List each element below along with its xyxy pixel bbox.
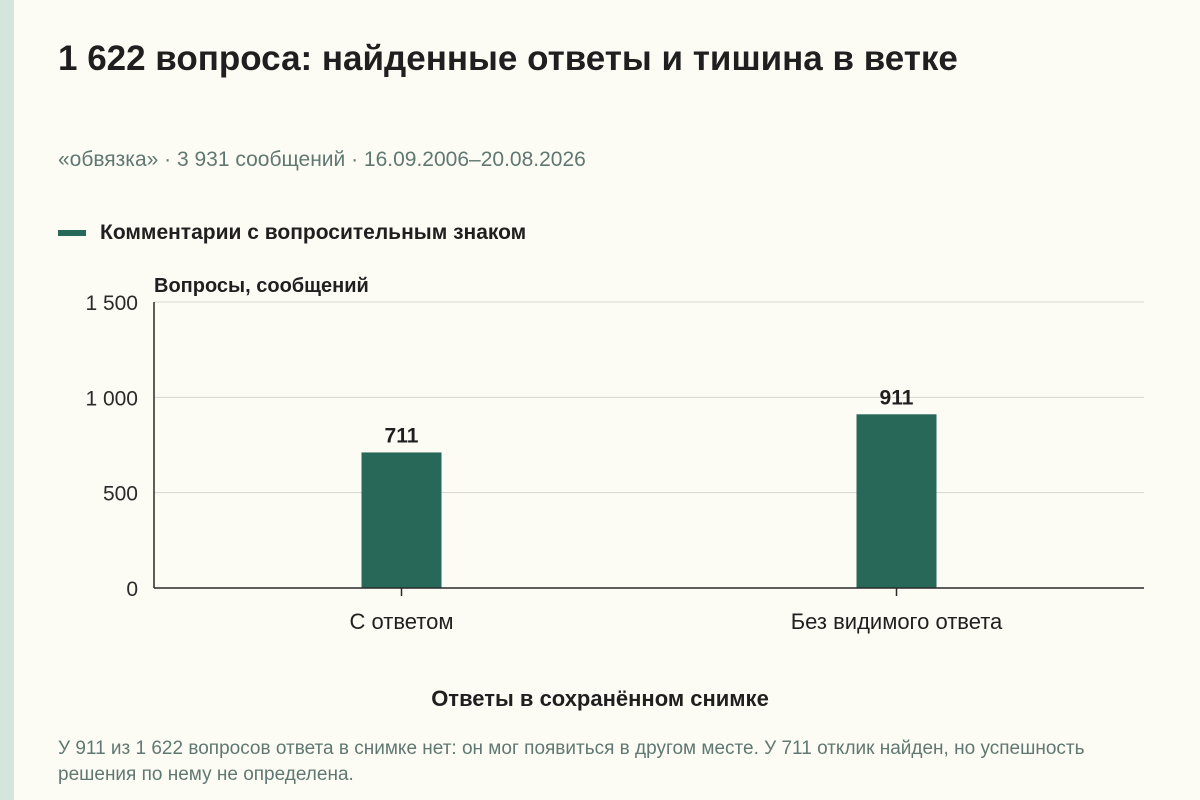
legend: Комментарии с вопросительным знаком (58, 219, 526, 247)
accent-strip (0, 0, 14, 800)
gridlines (154, 301, 1144, 494)
x-tick-label: С ответом (350, 609, 454, 634)
axes (153, 302, 1144, 596)
x-tick-label: Без видимого ответа (791, 609, 1003, 634)
bars (361, 414, 937, 588)
chart-title: 1 622 вопроса: найденные ответы и тишина… (58, 39, 958, 78)
data-labels: 711 911 (385, 386, 914, 447)
legend-swatch (58, 230, 86, 236)
y-tick-labels: 0 500 1 000 1 500 (85, 292, 138, 601)
bar-chart: 0 500 1 000 1 500 711 911 С ответом Без видим… (85, 275, 1144, 634)
y-tick-label: 1 000 (85, 387, 138, 410)
y-tick-label: 0 (126, 578, 138, 601)
data-label: 911 (880, 386, 914, 409)
x-axis-title: Ответы в сохранённом снимке (431, 686, 769, 711)
y-tick-label: 500 (103, 483, 138, 506)
bar (361, 452, 442, 588)
chart-subtitle: «обвязка» · 3 931 сообщений · 16.09.2006… (58, 148, 586, 171)
y-axis-title: Вопросы, сообщений (154, 275, 369, 297)
footnote: У 911 из 1 622 вопросов ответа в снимке … (58, 738, 1085, 785)
legend-label: Комментарии с вопросительным знаком (100, 221, 527, 244)
data-label: 711 (385, 424, 419, 447)
bar (856, 414, 937, 588)
y-tick-label: 1 500 (85, 292, 138, 315)
x-tick-labels: С ответом Без видимого ответа (350, 609, 1004, 634)
